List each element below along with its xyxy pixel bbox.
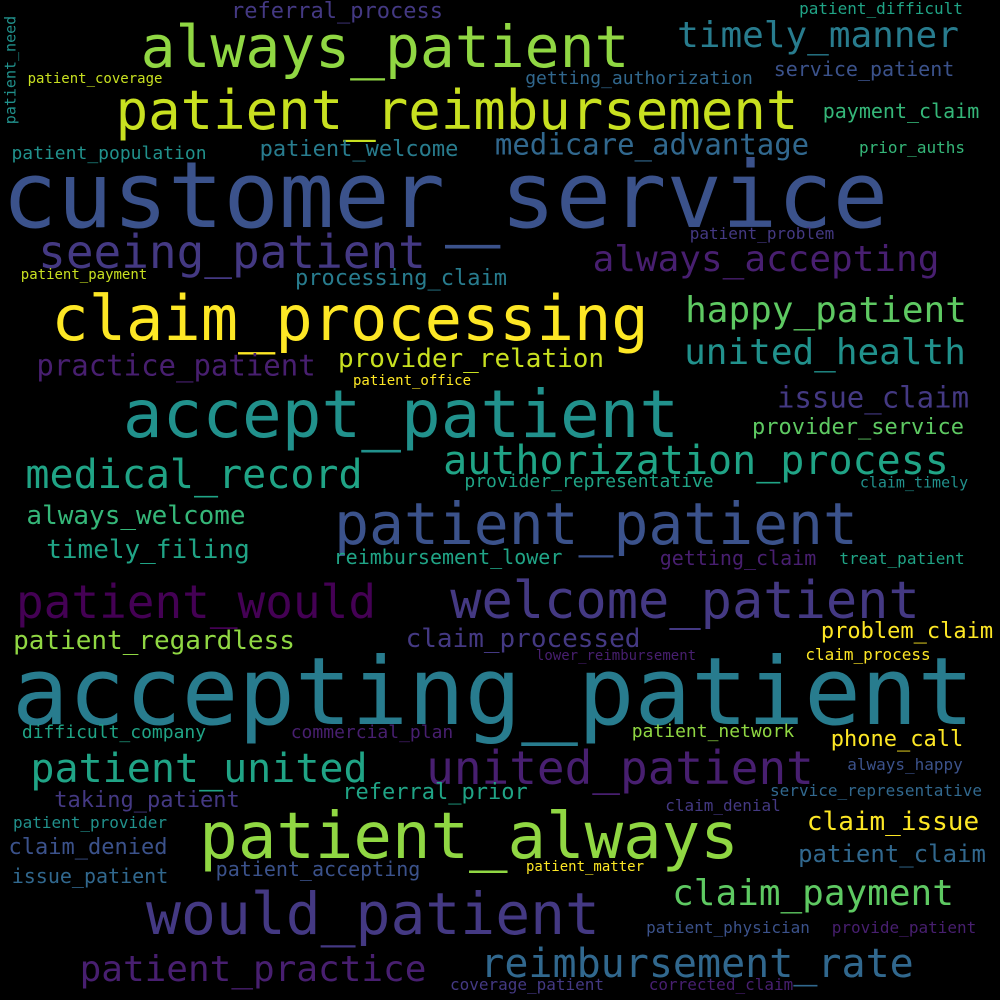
word-patient-would: patient_would — [15, 575, 377, 629]
word-patient-united: patient_united — [30, 746, 368, 792]
word-patient-provider: patient_provider — [12, 813, 168, 832]
word-patient-physician: patient_physician — [646, 918, 810, 937]
word-claim-denied: claim_denied — [8, 835, 168, 860]
word-referral-prior: referral_prior — [342, 780, 528, 805]
word-provider-service: provider_service — [752, 415, 964, 440]
word-provider-representative: provider_representative — [464, 471, 714, 492]
word-getting-authorization: getting_authorization — [525, 68, 753, 89]
word-problem-claim: problem_claim — [820, 619, 994, 644]
word-timely-manner: timely_manner — [677, 15, 959, 56]
word-getting-claim: getting_claim — [659, 546, 817, 570]
word-patient-payment: patient_payment — [20, 267, 148, 283]
word-patient-coverage: patient_coverage — [27, 71, 163, 87]
word-claim-issue: claim_issue — [806, 807, 980, 837]
word-patient-problem: patient_problem — [689, 224, 835, 243]
word-medicare-advantage: medicare_advantage — [494, 127, 810, 162]
word-always-welcome: always_welcome — [26, 501, 246, 531]
word-payment-claim: payment_claim — [822, 99, 980, 123]
word-medical-record: medical_record — [25, 452, 363, 498]
word-happy-patient: happy_patient — [685, 290, 967, 331]
word-would-patient: would_patient — [146, 880, 600, 948]
word-issue-claim: issue_claim — [776, 380, 970, 415]
word-patient-accepting: patient_accepting — [215, 857, 421, 881]
word-claim-payment: claim_payment — [672, 873, 954, 914]
word-customer-service: customer_service — [1, 142, 889, 249]
word-timely-filing: timely_filing — [46, 535, 250, 565]
word-claim-processing: claim_processing — [51, 282, 649, 355]
word-patient-population: patient_population — [11, 143, 207, 164]
word-accept-patient: accept_patient — [122, 376, 680, 453]
word-lower-reimbursement: lower_reimbursement — [535, 648, 697, 664]
word-always-accepting: always_accepting — [592, 239, 940, 280]
word-patient-regardless: patient_regardless — [13, 626, 295, 656]
word-united-health: united_health — [684, 332, 966, 373]
word-seeing-patient: seeing_patient — [38, 225, 426, 279]
word-patient-claim: patient_claim — [798, 840, 986, 868]
word-processing-claim: processing_claim — [295, 266, 507, 291]
word-patient-always: patient_always — [199, 800, 739, 874]
word-welcome-patient: welcome_patient — [450, 571, 920, 631]
word-referral-process: referral_process — [231, 0, 443, 24]
word-patient-matter: patient_matter — [525, 859, 645, 875]
word-claim-denial: claim_denial — [665, 796, 781, 815]
word-authorization-process: authorization_process — [443, 438, 949, 484]
word-reimbursement-lower: reimbursement_lower — [333, 545, 563, 569]
word-claim-process: claim_process — [805, 645, 931, 664]
word-commercial-plan: commercial_plan — [290, 722, 454, 743]
word-always-happy: always_happy — [847, 755, 963, 774]
word-provider-relation: provider_relation — [337, 344, 605, 374]
word-corrected-claim: corrected_claim — [648, 975, 794, 994]
word-claim-timely: claim_timely — [859, 473, 969, 492]
word-always-patient: always_patient — [140, 13, 630, 81]
word-issue-patient: issue_patient — [11, 864, 169, 888]
word-accepting-patient: accepting_patient — [11, 638, 975, 747]
word-patient-reimbursement: patient_reimbursement — [115, 79, 799, 142]
word-patient-need: patient_need — [1, 15, 20, 125]
word-practice-patient: practice_patient — [36, 348, 316, 383]
word-service-patient: service_patient — [773, 57, 955, 81]
word-service-representative: service_representative — [770, 781, 982, 800]
word-patient-welcome: patient_welcome — [259, 137, 459, 162]
word-taking-patient: taking_patient — [54, 788, 240, 813]
word-prior-auths: prior_auths — [859, 138, 965, 157]
word-provide-patient: provide_patient — [831, 918, 977, 937]
word-patient-network: patient_network — [631, 721, 795, 742]
word-patient-patient: patient_patient — [334, 490, 858, 558]
word-reimbursement-rate: reimbursement_rate — [480, 941, 914, 987]
word-claim-processed: claim_processed — [405, 624, 641, 654]
word-united-patient: united_patient — [426, 741, 814, 795]
word-treat-patient: treat_patient — [839, 549, 965, 568]
word-difficult-company: difficult_company — [21, 722, 207, 743]
word-patient-office: patient_office — [352, 373, 472, 389]
word-patient-difficult: patient_difficult — [799, 0, 963, 18]
word-patient-practice: patient_practice — [79, 949, 427, 990]
word-phone-call: phone_call — [830, 727, 964, 752]
word-coverage-patient: coverage_patient — [449, 975, 605, 994]
